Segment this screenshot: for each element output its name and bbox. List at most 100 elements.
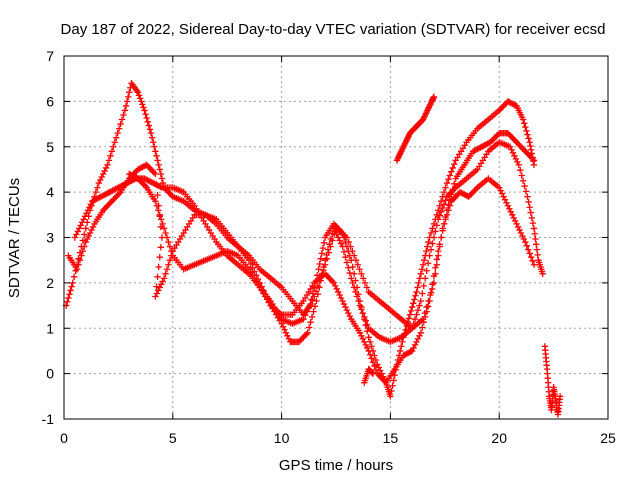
data-point: [500, 193, 507, 200]
data-point: [497, 105, 504, 113]
data-point: [426, 297, 433, 305]
y-tick-label: 2: [46, 275, 54, 291]
data-point: [305, 324, 313, 331]
data-point: [165, 261, 172, 268]
data-point: [81, 213, 89, 220]
data-point: [493, 132, 500, 140]
data-point: [534, 251, 541, 259]
data-point: [371, 352, 378, 359]
data-point: [445, 191, 452, 199]
data-point: [346, 269, 353, 277]
data-point: [334, 234, 342, 241]
data-point: [368, 343, 375, 350]
data-point: [165, 238, 172, 246]
data-point: [89, 223, 97, 231]
data-point: [162, 270, 169, 277]
data-point: [451, 194, 458, 202]
data-point: [155, 287, 162, 294]
data-point: [142, 111, 149, 118]
data-point: [345, 238, 352, 246]
data-point: [514, 140, 522, 147]
data-point: [150, 139, 157, 146]
data-point: [423, 267, 430, 274]
data-point: [120, 111, 127, 119]
data-point: [359, 335, 367, 343]
x-axis-label: GPS time / hours: [279, 457, 393, 474]
data-point: [76, 249, 84, 256]
data-point: [363, 284, 371, 291]
data-point: [528, 214, 536, 222]
data-point: [308, 296, 315, 303]
data-point: [307, 300, 314, 308]
data-point: [417, 329, 425, 336]
data-point: [359, 309, 367, 317]
data-point: [86, 204, 93, 211]
data-point: [420, 282, 427, 290]
data-point: [430, 279, 438, 287]
data-point: [69, 279, 76, 287]
data-point: [530, 157, 538, 164]
data-point: [75, 255, 82, 262]
data-point: [303, 331, 310, 338]
data-point: [110, 196, 117, 203]
data-point: [494, 131, 501, 138]
data-point: [78, 252, 85, 259]
data-point: [442, 213, 449, 221]
series-trace-g: [541, 343, 564, 418]
data-point: [153, 202, 161, 209]
data-point: [107, 199, 114, 206]
data-point: [157, 244, 165, 251]
data-point: [520, 146, 528, 153]
data-point: [437, 234, 445, 241]
data-point: [152, 198, 159, 205]
data-point: [514, 223, 522, 231]
data-point: [104, 202, 111, 209]
data-point: [448, 168, 455, 175]
data-point: [443, 207, 451, 214]
data-point: [155, 263, 162, 271]
data-point: [358, 306, 365, 313]
data-point: [73, 231, 80, 238]
data-point: [429, 240, 436, 247]
data-point: [368, 355, 375, 362]
data-point: [163, 266, 171, 273]
data-point: [430, 220, 438, 228]
data-point: [389, 382, 396, 389]
data-point: [94, 184, 101, 191]
data-point: [418, 266, 426, 273]
data-point: [369, 359, 377, 366]
data-point: [497, 187, 504, 194]
y-tick-label: 5: [46, 139, 54, 155]
data-point: [413, 288, 420, 296]
data-point: [102, 164, 110, 172]
data-point: [85, 232, 92, 240]
data-point: [439, 204, 446, 212]
data-point: [360, 275, 367, 282]
data-point: [282, 329, 290, 336]
data-point: [531, 230, 538, 237]
data-point: [509, 149, 517, 156]
data-point: [158, 175, 166, 182]
data-point: [440, 201, 448, 208]
data-point: [527, 253, 535, 261]
data-point: [79, 247, 87, 255]
data-point: [369, 370, 377, 377]
data-point: [251, 268, 258, 275]
data-point: [522, 188, 530, 195]
data-point: [408, 347, 416, 355]
data-point: [451, 160, 458, 168]
data-point: [147, 129, 155, 137]
data-point: [362, 317, 369, 324]
data-point: [527, 146, 535, 153]
data-point: [70, 273, 78, 281]
data-point: [117, 120, 124, 128]
data-point: [365, 347, 372, 355]
data-point: [155, 207, 162, 214]
data-point: [148, 134, 156, 141]
data-point: [506, 131, 513, 138]
data-point: [507, 208, 515, 215]
data-point: [350, 252, 358, 259]
data-point: [445, 176, 452, 183]
data-point: [449, 185, 456, 193]
